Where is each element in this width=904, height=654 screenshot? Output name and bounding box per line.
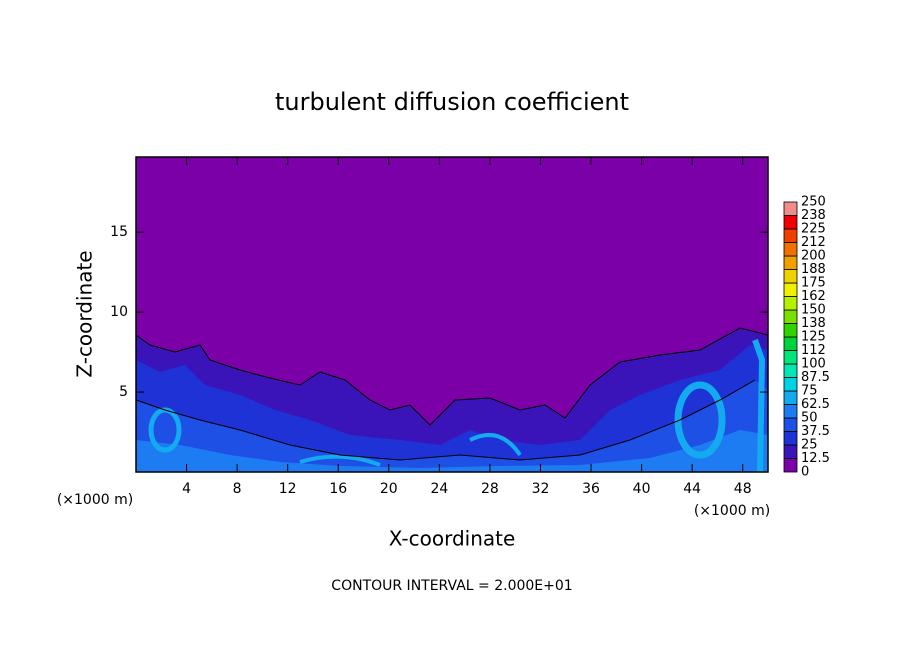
colorbar-label: 25: [801, 438, 818, 453]
colorbar-label: 238: [801, 208, 826, 223]
colorbar-bin: [783, 215, 798, 230]
colorbar-bin: [783, 458, 798, 473]
x-tick-label: 48: [734, 481, 752, 497]
contour-line: [135, 327, 769, 426]
colorbar-bin: [783, 444, 798, 459]
colorbar-label: 112: [801, 343, 826, 358]
contour-line: [135, 379, 756, 461]
field-eddy: [674, 381, 726, 459]
colorbar-label: 138: [801, 316, 826, 331]
x-axis-label: X-coordinate: [389, 527, 516, 551]
x-tick-label: 28: [481, 481, 499, 497]
x-tick-label: 8: [233, 481, 242, 497]
y-tick-label: 15: [110, 224, 128, 240]
colorbar-label: 212: [801, 235, 826, 250]
colorbar-label: 162: [801, 289, 826, 304]
x-unit-label: (×1000 m): [694, 503, 770, 519]
field-region: [136, 380, 768, 472]
colorbar-bin: [783, 336, 798, 351]
colorbar-bin: [783, 201, 798, 216]
colorbar-bin: [783, 431, 798, 446]
colorbar-bin: [783, 390, 798, 405]
colorbar-label: 62.5: [801, 397, 830, 412]
colorbar-label: 75: [801, 384, 818, 399]
x-tick-label: 12: [279, 481, 297, 497]
colorbar-label: 200: [801, 249, 826, 264]
x-tick-label: 32: [532, 481, 550, 497]
chart-title: turbulent diffusion coefficient: [275, 88, 629, 116]
colorbar-bin: [783, 282, 798, 297]
y-tick-label: 10: [110, 304, 128, 320]
colorbar-bin: [783, 323, 798, 338]
colorbar-bin: [783, 377, 798, 392]
x-tick-label: 16: [329, 481, 347, 497]
field-region: [136, 430, 768, 472]
field-streak: [752, 339, 766, 473]
colorbar-label: 100: [801, 357, 826, 372]
colorbar-bin: [783, 417, 798, 432]
colorbar-label: 175: [801, 276, 826, 291]
colorbar-label: 87.5: [801, 370, 830, 385]
x-tick-label: 44: [683, 481, 701, 497]
y-unit-label: (×1000 m): [57, 492, 133, 508]
colorbar-bin: [783, 309, 798, 324]
colorbar-label: 225: [801, 222, 826, 237]
colorbar-bin: [783, 363, 798, 378]
colorbar-bin: [783, 350, 798, 365]
colorbar-label: 150: [801, 303, 826, 318]
field-region: [136, 345, 768, 472]
x-tick-label: 36: [582, 481, 600, 497]
footnote: CONTOUR INTERVAL = 2.000E+01: [331, 578, 572, 594]
x-tick-label: 40: [633, 481, 651, 497]
colorbar-bin: [783, 228, 798, 243]
colorbar-label: 0: [801, 465, 809, 480]
colorbar-bin: [783, 255, 798, 270]
colorbar-label: 37.5: [801, 424, 830, 439]
colorbar-bin: [783, 242, 798, 257]
y-axis-label: Z-coordinate: [73, 250, 97, 377]
field-streak: [299, 433, 522, 467]
field: [135, 157, 769, 473]
plot-frame: [135, 156, 769, 473]
colorbar-bin: [783, 269, 798, 284]
colorbar-bin: [783, 404, 798, 419]
x-tick-label: 20: [380, 481, 398, 497]
colorbar-label: 50: [801, 411, 818, 426]
x-tick-label: 4: [182, 481, 191, 497]
colorbar-label: 125: [801, 330, 826, 345]
colorbar-label: 188: [801, 262, 826, 277]
colorbar-label: 250: [801, 195, 826, 210]
colorbar-bin: [783, 296, 798, 311]
x-tick-label: 24: [430, 481, 448, 497]
colorbar-label: 12.5: [801, 451, 830, 466]
y-tick-label: 5: [119, 384, 128, 400]
